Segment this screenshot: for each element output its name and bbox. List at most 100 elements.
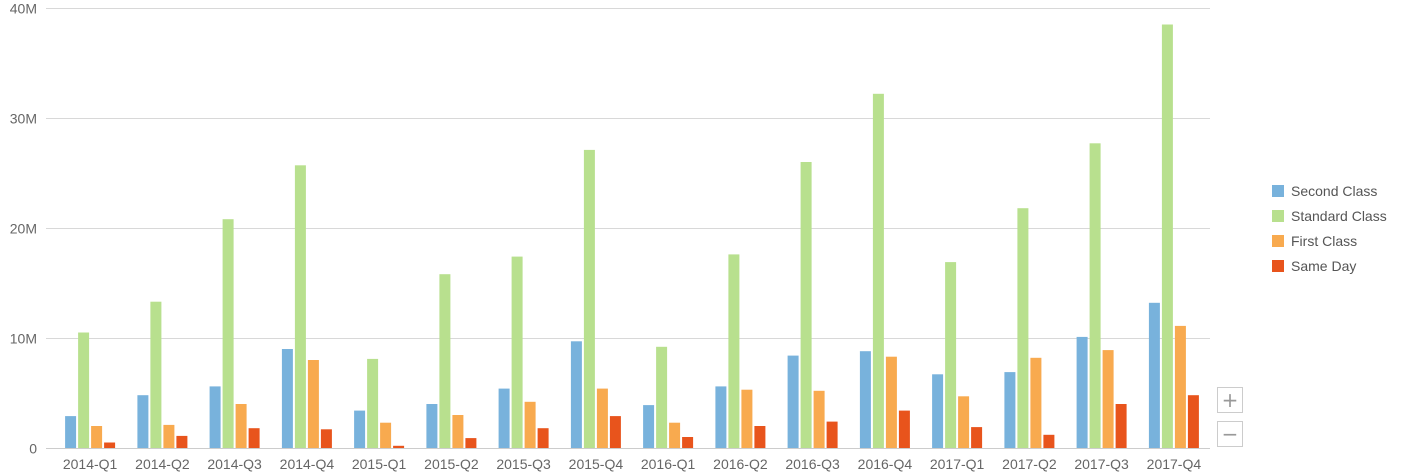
- x-tick-label: 2014-Q4: [280, 456, 335, 472]
- bar[interactable]: [104, 442, 116, 449]
- bar[interactable]: [813, 390, 825, 448]
- bar[interactable]: [971, 427, 983, 448]
- x-tick-label: 2016-Q2: [713, 456, 768, 472]
- bar[interactable]: [380, 422, 392, 448]
- bar[interactable]: [235, 404, 247, 448]
- chart-plot: 0 10M 20M 30M 40M 2014-Q1 2014-Q2 2014-Q3 2014-Q…: [10, 1, 1210, 472]
- bar[interactable]: [609, 416, 621, 448]
- legend-item[interactable]: Second Class: [1272, 178, 1422, 203]
- bar[interactable]: [1161, 24, 1173, 449]
- bar[interactable]: [439, 274, 451, 448]
- bar[interactable]: [787, 355, 799, 448]
- x-tick-label: 2015-Q2: [424, 456, 479, 472]
- y-tick-label: 0: [29, 441, 37, 457]
- bar[interactable]: [281, 349, 293, 448]
- bar[interactable]: [958, 396, 970, 448]
- bar[interactable]: [1017, 208, 1029, 448]
- bar[interactable]: [872, 93, 884, 449]
- legend-swatch: [1272, 234, 1284, 247]
- bar[interactable]: [826, 421, 838, 448]
- bar[interactable]: [859, 351, 871, 448]
- bar[interactable]: [524, 401, 536, 448]
- x-tick-label: 2015-Q4: [569, 456, 624, 472]
- bar[interactable]: [465, 438, 477, 448]
- bar[interactable]: [932, 374, 944, 448]
- bar[interactable]: [354, 410, 366, 448]
- bar[interactable]: [307, 360, 319, 448]
- bar[interactable]: [1187, 395, 1199, 448]
- bar[interactable]: [367, 358, 379, 448]
- x-tick-label: 2017-Q4: [1147, 456, 1202, 472]
- bar[interactable]: [452, 415, 464, 448]
- bar[interactable]: [945, 262, 957, 448]
- bar[interactable]: [570, 341, 582, 448]
- x-tick-label: 2015-Q3: [496, 456, 551, 472]
- bar[interactable]: [209, 386, 221, 448]
- bar[interactable]: [65, 416, 77, 448]
- bar[interactable]: [537, 428, 549, 448]
- bar[interactable]: [393, 445, 405, 448]
- bar[interactable]: [248, 428, 260, 448]
- chart-legend: Second Class Standard Class First Class Sam…: [1272, 178, 1422, 278]
- bar[interactable]: [150, 301, 162, 448]
- bar[interactable]: [643, 405, 655, 448]
- x-tick-label: 2016-Q1: [641, 456, 696, 472]
- legend-swatch: [1272, 259, 1284, 272]
- x-tick-label: 2016-Q3: [785, 456, 840, 472]
- x-tick-label: 2014-Q2: [135, 456, 190, 472]
- bar[interactable]: [583, 149, 595, 448]
- y-tick-label: 20M: [10, 221, 37, 237]
- bar[interactable]: [1148, 302, 1160, 448]
- bar[interactable]: [78, 332, 90, 449]
- bar[interactable]: [163, 424, 175, 448]
- bar[interactable]: [1115, 404, 1127, 448]
- legend-item[interactable]: Same Day: [1272, 253, 1422, 278]
- legend-item[interactable]: First Class: [1272, 228, 1422, 253]
- bar[interactable]: [741, 389, 753, 448]
- bar[interactable]: [682, 437, 694, 448]
- bar[interactable]: [498, 388, 510, 448]
- y-tick-label: 40M: [10, 1, 37, 17]
- bar[interactable]: [91, 426, 103, 448]
- x-tick-label: 2015-Q1: [352, 456, 407, 472]
- zoom-in-button[interactable]: +: [1217, 387, 1243, 413]
- bar[interactable]: [320, 429, 332, 448]
- bar[interactable]: [426, 404, 438, 448]
- bar[interactable]: [294, 165, 306, 449]
- legend-swatch: [1272, 184, 1284, 197]
- bar[interactable]: [669, 422, 681, 448]
- bar[interactable]: [1102, 350, 1114, 448]
- zoom-out-button[interactable]: −: [1217, 421, 1243, 447]
- x-tick-label: 2016-Q4: [858, 456, 913, 472]
- bar[interactable]: [176, 435, 188, 448]
- bar[interactable]: [1004, 372, 1016, 448]
- bar[interactable]: [656, 346, 668, 448]
- legend-label: Same Day: [1291, 257, 1357, 274]
- legend-swatch: [1272, 209, 1284, 222]
- x-tick-label: 2014-Q3: [207, 456, 262, 472]
- bar[interactable]: [800, 162, 812, 448]
- bar[interactable]: [1030, 357, 1042, 448]
- bar[interactable]: [222, 219, 234, 448]
- bar[interactable]: [728, 254, 740, 448]
- x-tick-label: 2017-Q2: [1002, 456, 1057, 472]
- bar[interactable]: [511, 256, 523, 448]
- bar[interactable]: [898, 410, 910, 448]
- legend-item[interactable]: Standard Class: [1272, 203, 1422, 228]
- bar[interactable]: [137, 395, 149, 448]
- bar[interactable]: [596, 388, 608, 448]
- bar[interactable]: [1043, 434, 1055, 448]
- y-tick-label: 30M: [10, 111, 37, 127]
- bar[interactable]: [1089, 143, 1101, 449]
- legend-label: First Class: [1291, 232, 1358, 249]
- legend-label: Standard Class: [1291, 207, 1387, 224]
- x-tick-label: 2017-Q3: [1074, 456, 1129, 472]
- bar[interactable]: [885, 356, 897, 448]
- bar[interactable]: [715, 386, 727, 448]
- bar[interactable]: [1174, 325, 1186, 448]
- bar[interactable]: [1076, 336, 1088, 448]
- x-tick-label: 2014-Q1: [63, 456, 118, 472]
- y-tick-label: 10M: [10, 331, 37, 347]
- bar[interactable]: [754, 426, 766, 448]
